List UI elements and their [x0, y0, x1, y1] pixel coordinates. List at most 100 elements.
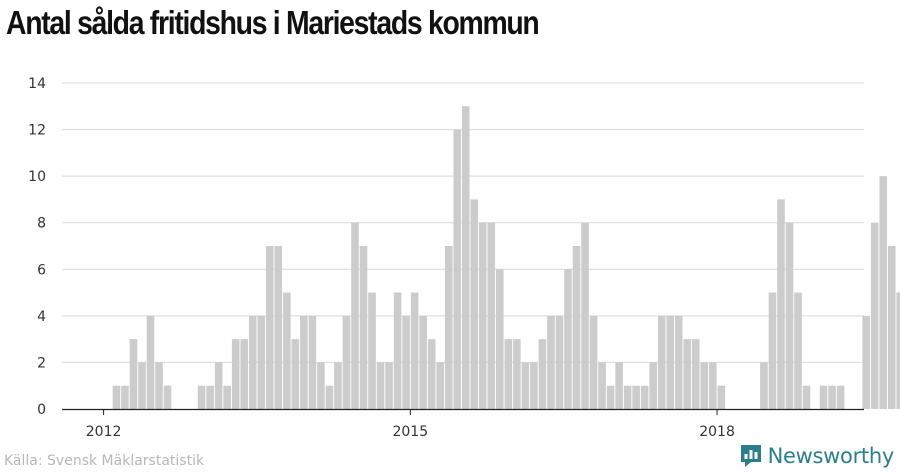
bar	[623, 385, 632, 409]
y-tick-label: 10	[28, 169, 46, 185]
bar	[862, 315, 870, 409]
bar	[598, 362, 606, 409]
bar	[581, 222, 589, 409]
bar	[453, 129, 462, 410]
bar	[325, 385, 334, 409]
bar	[470, 199, 479, 409]
bar	[794, 292, 802, 409]
y-tick-label: 12	[28, 123, 46, 139]
bar	[836, 385, 845, 409]
x-axis-ticks: 2012201520182020	[86, 409, 735, 440]
bar	[674, 315, 683, 409]
bar	[879, 176, 888, 409]
bar	[785, 222, 794, 409]
bar	[615, 362, 623, 409]
bar	[410, 292, 419, 409]
bar	[640, 385, 649, 409]
bar	[896, 292, 900, 409]
bar	[478, 222, 487, 409]
y-tick-label: 2	[37, 355, 46, 371]
bar	[308, 315, 317, 409]
bar	[802, 385, 811, 409]
bar	[342, 315, 351, 409]
bar	[513, 339, 521, 409]
y-tick-label: 6	[37, 262, 46, 278]
chart-title: Antal sålda fritidshus i Mariestads komm…	[6, 4, 540, 41]
bar	[376, 362, 385, 409]
bar	[564, 269, 572, 409]
bar	[274, 246, 283, 409]
bar	[393, 292, 402, 409]
bar	[538, 339, 547, 409]
bar	[666, 315, 675, 409]
bar	[214, 362, 223, 409]
bar	[240, 339, 249, 409]
bar	[887, 246, 896, 409]
y-tick-label: 14	[28, 76, 46, 92]
y-tick-label: 4	[37, 309, 46, 325]
bar	[768, 292, 777, 409]
bar	[155, 362, 163, 409]
bar	[359, 246, 368, 409]
bar	[572, 246, 581, 409]
bar	[283, 292, 291, 409]
bar	[828, 385, 836, 409]
bar	[691, 339, 700, 409]
bar	[351, 222, 359, 409]
bar	[496, 269, 504, 409]
bar	[657, 315, 666, 409]
bar	[334, 362, 342, 409]
bar	[530, 362, 538, 409]
bar	[138, 362, 146, 409]
bar	[555, 315, 564, 409]
bar	[870, 222, 879, 409]
bar	[257, 315, 266, 409]
bar	[487, 222, 496, 409]
bar	[163, 385, 172, 409]
bar	[146, 315, 155, 409]
bar	[683, 339, 692, 409]
bar	[547, 315, 555, 409]
bars	[62, 106, 900, 411]
x-tick-label: 2012	[86, 424, 122, 440]
bar	[427, 339, 436, 409]
x-tick-label: 2015	[392, 424, 428, 440]
newsworthy-logo-icon	[740, 445, 761, 467]
bar	[606, 385, 615, 409]
bar	[700, 362, 709, 409]
x-tick-label: 2018	[699, 424, 735, 440]
bar	[444, 246, 453, 409]
bar	[419, 315, 427, 409]
bar	[300, 315, 308, 409]
bar	[317, 362, 325, 409]
bar	[402, 315, 410, 409]
bar	[461, 106, 470, 410]
bar	[129, 339, 138, 409]
bar	[265, 246, 274, 409]
y-tick-label: 8	[37, 216, 46, 232]
y-tick-label: 0	[37, 402, 46, 418]
bar	[248, 315, 257, 409]
bar	[436, 362, 444, 409]
bar	[649, 362, 657, 409]
bar	[231, 339, 240, 409]
bar	[589, 315, 598, 409]
brand-name: Newsworthy	[767, 444, 895, 468]
bar	[121, 385, 129, 409]
bar	[223, 385, 231, 409]
bar	[291, 339, 300, 409]
bar	[777, 199, 785, 409]
brand[interactable]: Newsworthy	[739, 443, 894, 469]
bar	[385, 362, 393, 409]
y-axis-labels: 0 2 4 6 8 10 12 14	[28, 76, 46, 418]
bar	[632, 385, 640, 409]
bar	[206, 385, 214, 409]
bar	[504, 339, 513, 409]
bar	[760, 362, 768, 409]
bar	[717, 385, 726, 409]
source-text: Källa: Svensk Mäklarstatistik	[4, 453, 205, 469]
bar	[368, 292, 376, 409]
bar	[521, 362, 530, 409]
bar	[709, 362, 717, 409]
